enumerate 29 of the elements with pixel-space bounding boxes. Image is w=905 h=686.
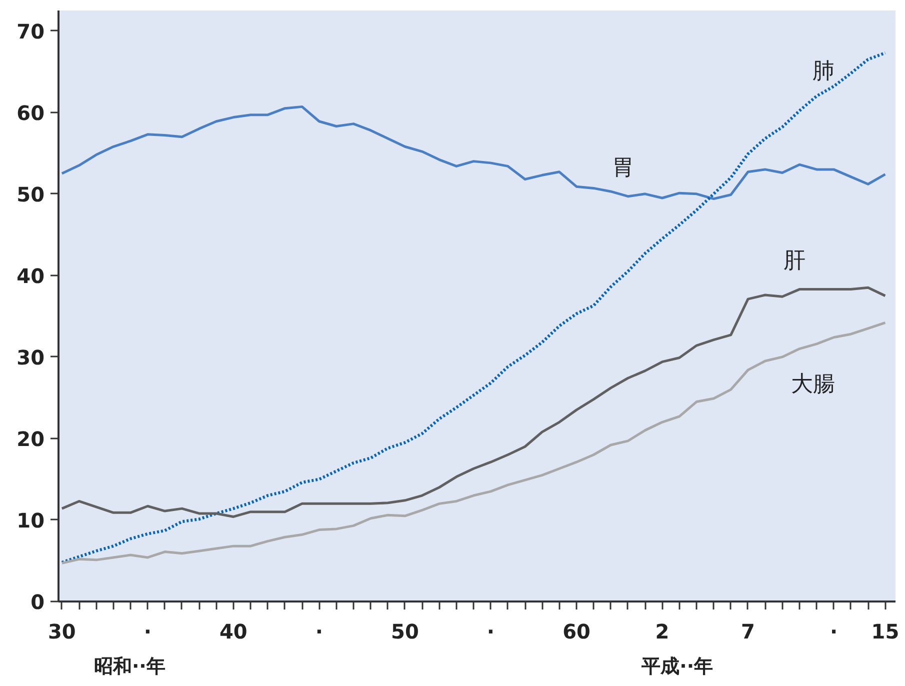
y-tick-label: 40 (16, 264, 45, 288)
x-tick-label: · (315, 620, 324, 644)
x-tick-label: 15 (871, 620, 900, 644)
line-series (60, 321, 886, 564)
y-tick-label: 60 (16, 100, 45, 125)
line-series (60, 105, 886, 200)
x-tick-label: · (144, 620, 152, 644)
x-tick-label: 30 (48, 620, 76, 644)
x-tick-label: 60 (562, 620, 590, 644)
series-label: 胃 (612, 155, 634, 180)
y-tick-label: 30 (16, 345, 45, 370)
series-label: 大腸 (791, 372, 836, 398)
x-tick-label: 40 (220, 620, 248, 644)
line-series (60, 286, 886, 518)
text: 昭和··年 (94, 656, 166, 678)
y-tick-label: 0 (30, 590, 45, 614)
series-label: 肺 (812, 59, 834, 84)
y-tick-label: 70 (16, 19, 45, 44)
x-tick-label: · (486, 620, 495, 644)
x-tick-label: 2 (655, 620, 670, 644)
line-series (60, 51, 887, 564)
series-label: 肝 (783, 248, 806, 274)
y-tick-label: 20 (16, 426, 45, 451)
x-tick-label: 50 (391, 620, 419, 644)
text: 平成··年 (640, 656, 714, 678)
x-tick-label: · (830, 620, 838, 644)
y-tick-label: 50 (16, 182, 45, 206)
x-tick-label: 7 (741, 620, 755, 644)
y-tick-label: 10 (16, 508, 45, 532)
